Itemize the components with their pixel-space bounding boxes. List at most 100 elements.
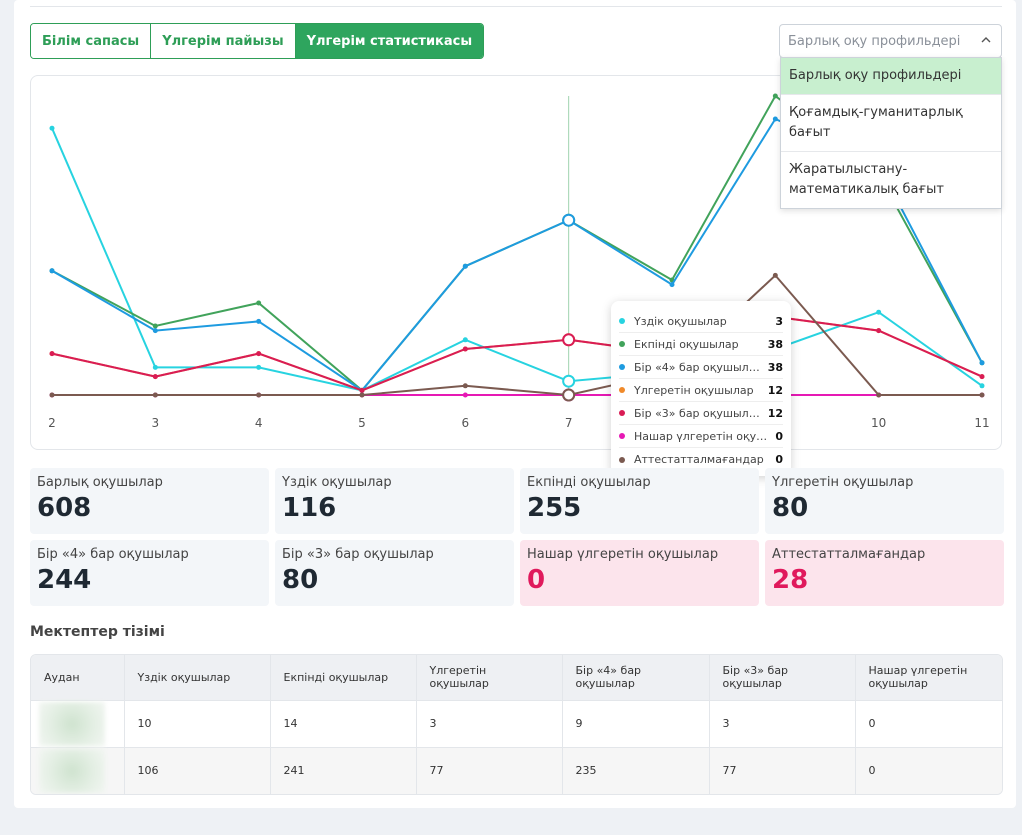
data-point[interactable] xyxy=(462,337,468,343)
column-header[interactable]: Нашар үлгеретін оқушылар xyxy=(854,655,1002,700)
data-point[interactable] xyxy=(152,364,158,370)
data-point[interactable] xyxy=(772,93,778,99)
tooltip-series-name: Нашар үлгеретін оқушылар xyxy=(634,429,769,443)
table-cell: 14 xyxy=(269,699,416,747)
data-point[interactable] xyxy=(359,387,365,393)
data-point[interactable] xyxy=(256,392,262,398)
tooltip-series-name: Бір «3» бар оқушылар xyxy=(634,406,762,420)
profile-dropdown: Барлық оқу профильдері Қоғамдық-гуманита… xyxy=(780,57,1002,209)
data-point[interactable] xyxy=(562,374,576,388)
data-point[interactable] xyxy=(562,333,576,347)
data-point[interactable] xyxy=(256,300,262,306)
tab-knowledge-quality[interactable]: Білім сапасы xyxy=(31,24,152,58)
data-point[interactable] xyxy=(152,328,158,334)
stat-value: 0 xyxy=(527,565,546,595)
data-point[interactable] xyxy=(562,388,576,402)
stat-card-failing: Нашар үлгеретін оқушылар 0 xyxy=(520,540,759,606)
redacted-district-name xyxy=(39,701,105,746)
data-point[interactable] xyxy=(462,383,468,389)
series-dot-icon xyxy=(619,318,625,324)
schools-title: Мектептер тізімі xyxy=(30,624,165,640)
data-point[interactable] xyxy=(256,364,262,370)
stat-label: Үздік оқушылар xyxy=(282,475,392,490)
column-header[interactable]: Бір «4» бар оқушылар xyxy=(561,655,709,700)
stat-value: 116 xyxy=(282,493,337,523)
data-point[interactable] xyxy=(152,392,158,398)
tooltip-row: Нашар үлгеретін оқушылар 0 xyxy=(619,425,783,448)
data-point[interactable] xyxy=(979,374,985,380)
data-point[interactable] xyxy=(876,392,882,398)
x-tick-label: 5 xyxy=(358,416,366,430)
data-point[interactable] xyxy=(979,383,985,389)
series-dot-icon xyxy=(619,341,625,347)
data-point[interactable] xyxy=(876,328,882,334)
table-cell: 77 xyxy=(415,746,562,794)
tooltip-series-name: Аттестатталмағандар xyxy=(634,453,764,466)
stat-label: Үлгеретін оқушылар xyxy=(772,475,914,490)
data-point[interactable] xyxy=(772,272,778,278)
district-cell xyxy=(31,746,124,794)
data-point[interactable] xyxy=(669,282,675,288)
tab-performance-percent[interactable]: Үлгерім пайызы xyxy=(151,24,296,58)
schools-table: Аудан Үздік оқушылар Екпінді оқушылар Үл… xyxy=(30,654,1003,795)
stat-value: 28 xyxy=(772,565,809,595)
x-tick-label: 7 xyxy=(565,416,573,430)
stat-label: Аттестатталмағандар xyxy=(772,547,926,562)
profile-option-science-math[interactable]: Жаратылыстану-математикалық бағыт xyxy=(789,162,945,197)
profile-option-humanities[interactable]: Қоғамдық-гуманитарлық бағыт xyxy=(781,95,1001,152)
data-point[interactable] xyxy=(772,116,778,122)
series-line xyxy=(51,315,983,392)
data-point[interactable] xyxy=(979,392,985,398)
data-point[interactable] xyxy=(462,346,468,352)
series-dot-icon xyxy=(619,364,625,370)
series-dot-icon xyxy=(619,456,625,463)
column-header[interactable]: Бір «3» бар оқушылар xyxy=(708,655,855,700)
data-point[interactable] xyxy=(462,392,468,398)
table-cell: 77 xyxy=(708,746,855,794)
tooltip-series-value: 38 xyxy=(767,337,783,351)
stat-value: 80 xyxy=(282,565,319,595)
data-point[interactable] xyxy=(49,125,55,131)
data-point[interactable] xyxy=(49,392,55,398)
stat-value: 80 xyxy=(772,493,809,523)
x-tick-label: 4 xyxy=(255,416,263,430)
profile-option-all[interactable]: Барлық оқу профильдері xyxy=(781,58,1001,95)
stat-value: 608 xyxy=(37,493,92,523)
table-row[interactable]: 10 14 3 9 3 0 xyxy=(31,699,1002,747)
column-header[interactable]: Аудан xyxy=(31,655,124,700)
tooltip-series-value: 0 xyxy=(775,453,783,466)
profile-select[interactable]: Барлық оқу профильдері xyxy=(779,24,1002,58)
stat-label: Барлық оқушылар xyxy=(37,475,163,490)
x-tick-label: 11 xyxy=(974,416,989,430)
stats-grid: Барлық оқушылар 608 Үздік оқушылар 116 Е… xyxy=(30,468,1004,606)
table-cell: 10 xyxy=(123,699,270,747)
stat-value: 244 xyxy=(37,565,92,595)
data-point[interactable] xyxy=(979,360,985,366)
chart-tooltip: Үздік оқушылар 3 Екпінді оқушылар 38 Бір «4»… xyxy=(611,301,791,476)
data-point[interactable] xyxy=(152,374,158,380)
data-point[interactable] xyxy=(359,392,365,398)
data-point[interactable] xyxy=(462,263,468,269)
data-point[interactable] xyxy=(49,268,55,274)
column-header[interactable]: Үздік оқушылар xyxy=(123,655,270,700)
series-dot-icon xyxy=(619,387,625,393)
column-header[interactable]: Үлгеретін оқушылар xyxy=(415,655,562,700)
table-header-row: Аудан Үздік оқушылар Екпінді оқушылар Үл… xyxy=(31,655,1002,700)
tooltip-series-name: Үздік оқушылар xyxy=(634,314,727,328)
tooltip-row: Бір «3» бар оқушылар 12 xyxy=(619,402,783,425)
tooltip-series-value: 0 xyxy=(775,429,783,443)
district-cell xyxy=(31,699,124,747)
column-header[interactable]: Екпінді оқушылар xyxy=(269,655,416,700)
table-row[interactable]: 106 241 77 235 77 0 xyxy=(31,746,1002,794)
series-line xyxy=(52,273,982,397)
tab-performance-statistics[interactable]: Үлгерім статистикасы xyxy=(295,24,484,58)
data-point[interactable] xyxy=(256,351,262,357)
data-point[interactable] xyxy=(152,323,158,329)
data-point[interactable] xyxy=(876,309,882,315)
data-point[interactable] xyxy=(562,213,576,227)
series-dot-icon xyxy=(619,410,625,416)
tooltip-series-name: Бір «4» бар оқушылар xyxy=(634,360,762,374)
data-point[interactable] xyxy=(49,351,55,357)
data-point[interactable] xyxy=(256,318,262,324)
